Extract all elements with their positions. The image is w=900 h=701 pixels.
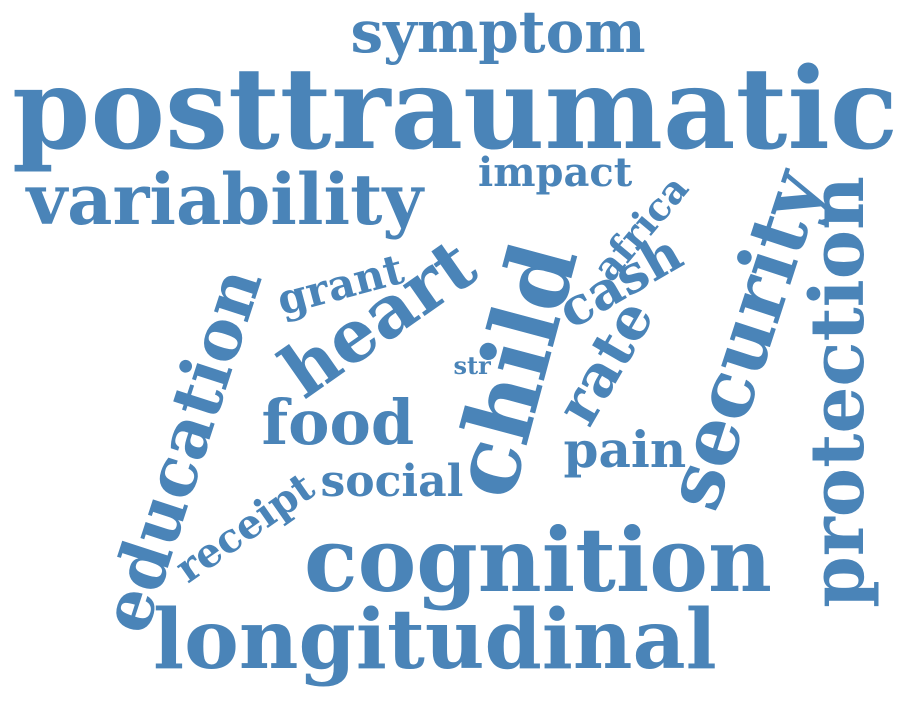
word-cognition: cognition [304, 508, 772, 612]
word-str: str [453, 351, 491, 380]
word-food: food [261, 386, 415, 459]
word-posttraumatic: posttraumatic [12, 44, 899, 175]
word-social: social [320, 456, 464, 507]
word-impact: impact [478, 149, 633, 196]
word-education: education [85, 258, 279, 642]
word-longitudinal: longitudinal [153, 592, 717, 688]
word-protection: protection [794, 176, 881, 608]
word-pain: pain [563, 420, 687, 479]
word-variability: variability [26, 158, 424, 241]
word-symptom: symptom [350, 0, 646, 66]
